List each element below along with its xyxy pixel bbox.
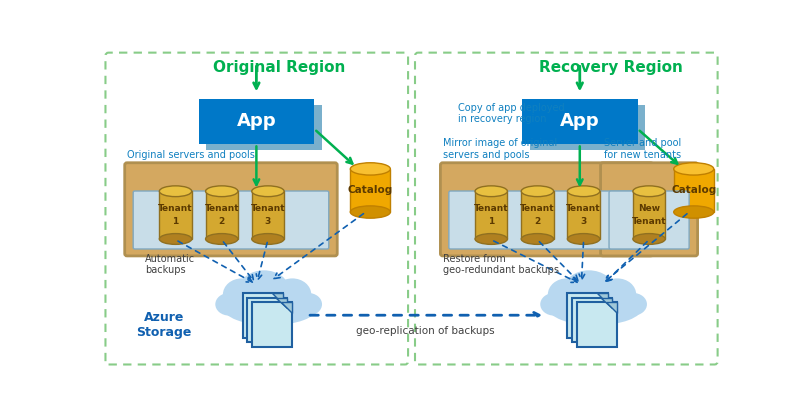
Text: Mirror image of original
servers and pools: Mirror image of original servers and poo… (442, 138, 557, 160)
Text: Recovery Region: Recovery Region (538, 59, 682, 75)
Ellipse shape (294, 293, 322, 316)
FancyBboxPatch shape (567, 293, 607, 337)
Ellipse shape (159, 234, 192, 244)
Ellipse shape (547, 290, 642, 325)
Text: Tenant: Tenant (520, 204, 554, 214)
Text: 1: 1 (488, 217, 494, 226)
Ellipse shape (673, 206, 713, 218)
Text: App: App (237, 112, 276, 130)
FancyBboxPatch shape (576, 302, 616, 347)
FancyBboxPatch shape (608, 191, 688, 249)
Text: App: App (559, 112, 599, 130)
FancyBboxPatch shape (350, 169, 390, 212)
Text: 3: 3 (265, 217, 271, 226)
FancyBboxPatch shape (159, 191, 192, 239)
FancyBboxPatch shape (133, 191, 328, 249)
Ellipse shape (238, 271, 289, 309)
FancyBboxPatch shape (252, 302, 291, 347)
Text: Automatic
backups: Automatic backups (144, 254, 195, 275)
Ellipse shape (567, 186, 599, 197)
Polygon shape (606, 302, 616, 313)
FancyBboxPatch shape (242, 293, 282, 337)
Text: Original servers and pools: Original servers and pools (127, 150, 254, 160)
Text: Tenant: Tenant (158, 204, 192, 214)
Text: geo-replication of backups: geo-replication of backups (356, 325, 495, 336)
Text: Copy of app deployed
in recovery region: Copy of app deployed in recovery region (458, 103, 564, 124)
Text: Tenant: Tenant (565, 204, 600, 214)
FancyBboxPatch shape (205, 191, 237, 239)
FancyBboxPatch shape (124, 163, 337, 256)
Ellipse shape (273, 278, 311, 311)
Text: 2: 2 (533, 217, 540, 226)
FancyBboxPatch shape (571, 297, 611, 342)
Polygon shape (596, 293, 607, 304)
FancyBboxPatch shape (673, 169, 713, 212)
Ellipse shape (520, 186, 553, 197)
FancyBboxPatch shape (632, 191, 664, 239)
Text: Tenant: Tenant (205, 204, 239, 214)
Ellipse shape (350, 206, 390, 218)
Ellipse shape (632, 234, 664, 244)
Ellipse shape (618, 293, 646, 316)
Ellipse shape (223, 290, 318, 325)
Text: 2: 2 (218, 217, 225, 226)
Ellipse shape (540, 293, 567, 316)
FancyBboxPatch shape (415, 52, 717, 365)
Text: Tenant: Tenant (473, 204, 508, 214)
Text: Catalog: Catalog (670, 185, 715, 195)
Ellipse shape (597, 278, 635, 311)
FancyBboxPatch shape (252, 191, 284, 239)
FancyBboxPatch shape (567, 191, 599, 239)
Text: Tenant: Tenant (631, 217, 666, 226)
Polygon shape (281, 302, 291, 313)
Text: Catalog: Catalog (347, 185, 392, 195)
Ellipse shape (252, 234, 284, 244)
Ellipse shape (475, 234, 507, 244)
Text: 3: 3 (580, 217, 586, 226)
FancyBboxPatch shape (529, 105, 645, 150)
FancyBboxPatch shape (521, 99, 637, 143)
Ellipse shape (547, 278, 585, 311)
Polygon shape (276, 297, 287, 308)
FancyBboxPatch shape (475, 191, 507, 239)
Ellipse shape (350, 163, 390, 175)
FancyBboxPatch shape (439, 163, 652, 256)
Text: Original Region: Original Region (213, 59, 345, 75)
Ellipse shape (563, 271, 614, 309)
FancyBboxPatch shape (600, 163, 697, 256)
Text: Tenant: Tenant (250, 204, 285, 214)
Text: Azure
Storage: Azure Storage (136, 311, 192, 339)
Ellipse shape (632, 186, 664, 197)
Ellipse shape (159, 186, 192, 197)
FancyBboxPatch shape (206, 105, 322, 150)
FancyBboxPatch shape (105, 52, 407, 365)
Text: 1: 1 (172, 217, 178, 226)
Polygon shape (271, 293, 282, 304)
Ellipse shape (520, 234, 553, 244)
Text: Restore from
geo-redundant backups: Restore from geo-redundant backups (442, 254, 558, 275)
Ellipse shape (475, 186, 507, 197)
Ellipse shape (673, 163, 713, 175)
Ellipse shape (205, 186, 237, 197)
Ellipse shape (205, 234, 237, 244)
Ellipse shape (252, 186, 284, 197)
Ellipse shape (567, 234, 599, 244)
FancyBboxPatch shape (198, 99, 314, 143)
FancyBboxPatch shape (448, 191, 644, 249)
Ellipse shape (223, 278, 261, 311)
Text: New: New (638, 204, 659, 214)
Polygon shape (601, 297, 611, 308)
Ellipse shape (215, 293, 243, 316)
Text: Server and pool
for new tenants: Server and pool for new tenants (604, 138, 681, 160)
FancyBboxPatch shape (247, 297, 287, 342)
FancyBboxPatch shape (520, 191, 553, 239)
